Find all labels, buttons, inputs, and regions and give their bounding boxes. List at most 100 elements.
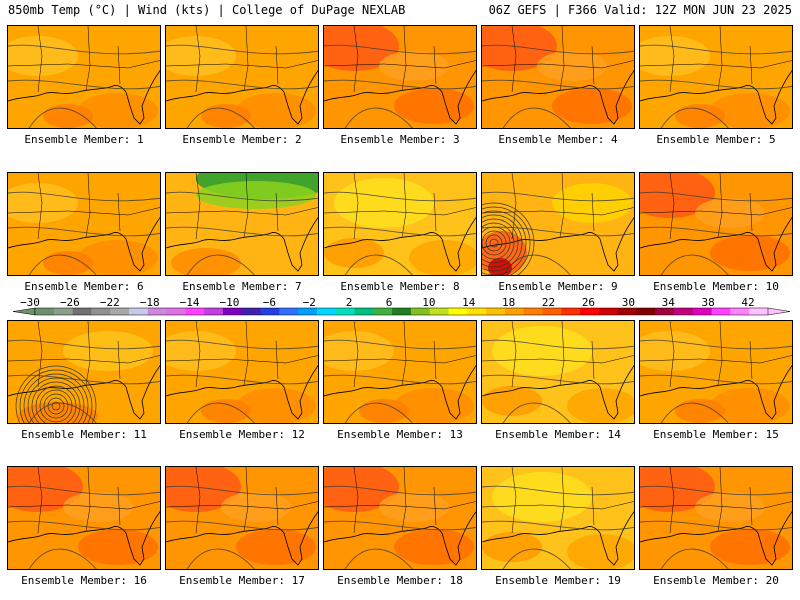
- map-2: [166, 26, 318, 128]
- colorbar-swatch: [279, 308, 299, 315]
- height-contours: [482, 339, 634, 423]
- colorbar-swatch: [655, 308, 675, 315]
- height-contours: [8, 44, 160, 128]
- ensemble-member-label: Ensemble Member: 13: [337, 428, 463, 441]
- colorbar-swatch: [749, 308, 769, 315]
- ensemble-member-label: Ensemble Member: 16: [21, 574, 147, 587]
- temperature-region: [492, 472, 592, 522]
- gulf-coastline: [482, 217, 634, 272]
- colorbar-tick-label: 2: [346, 296, 353, 309]
- map-16: [8, 467, 160, 569]
- cyclone-contour: [482, 222, 515, 264]
- colorbar-swatch: [392, 308, 412, 315]
- height-contours: [640, 339, 792, 423]
- colorbar-swatch: [561, 308, 581, 315]
- gulf-coastline: [166, 70, 318, 125]
- map-9: [482, 173, 634, 275]
- ensemble-map-2: [165, 25, 319, 129]
- ensemble-member-label: Ensemble Member: 5: [656, 133, 776, 146]
- cyclone-contour: [15, 365, 97, 423]
- map-19: [482, 467, 634, 569]
- temperature-region: [196, 181, 316, 209]
- gulf-coastline: [482, 511, 634, 566]
- colorbar-swatch: [260, 308, 280, 315]
- gulf-coastline: [8, 511, 160, 566]
- height-contours: [640, 44, 792, 128]
- ensemble-map-16: [7, 466, 161, 570]
- colorbar-tick-label: 14: [462, 296, 476, 309]
- cyclone-contour: [31, 381, 81, 423]
- height-contours: [640, 191, 792, 275]
- height-contours: [166, 485, 318, 569]
- gulf-coastline: [324, 511, 476, 566]
- temperature-region: [8, 467, 83, 512]
- colorbar-tick-label: −10: [220, 296, 240, 309]
- height-contours: [324, 191, 476, 275]
- state-boundaries: [482, 321, 634, 388]
- ensemble-map-5: [639, 25, 793, 129]
- colorbar-tick-label: −30: [20, 296, 40, 309]
- height-contours: [324, 485, 476, 569]
- map-13: [324, 321, 476, 423]
- gulf-coastline: [640, 511, 792, 566]
- ensemble-map-14: [481, 320, 635, 424]
- temperature-region: [567, 388, 634, 423]
- cyclone-contour: [23, 373, 89, 423]
- temperature-region: [324, 26, 399, 71]
- cyclone-contour: [482, 226, 511, 260]
- temperature-region: [394, 88, 474, 124]
- colorbar-tick-label: 26: [582, 296, 595, 309]
- height-contours: [640, 485, 792, 569]
- colorbar-swatch: [636, 308, 656, 315]
- colorbar-swatch: [617, 308, 637, 315]
- temperature-region: [334, 178, 434, 228]
- temperature-region: [492, 326, 592, 376]
- state-boundaries: [482, 467, 634, 534]
- colorbar-swatch: [204, 308, 224, 315]
- map-18: [324, 467, 476, 569]
- ensemble-member-label: Ensemble Member: 10: [653, 280, 779, 293]
- state-boundaries: [640, 173, 792, 240]
- colorbar-tick-label: −6: [263, 296, 276, 309]
- colorbar-swatch: [335, 308, 356, 315]
- colorbar-tick-label: 30: [622, 296, 635, 309]
- gulf-coastline: [482, 70, 634, 125]
- ensemble-map-12: [165, 320, 319, 424]
- state-boundaries: [640, 321, 792, 388]
- colorbar-swatch: [72, 308, 92, 315]
- map-11: [8, 321, 160, 423]
- temperature-region: [640, 36, 710, 76]
- colorbar-swatch: [316, 308, 337, 315]
- colorbar-tick-label: −26: [60, 296, 80, 309]
- colorbar-swatch: [523, 308, 543, 315]
- ensemble-map-18: [323, 466, 477, 570]
- map-10: [640, 173, 792, 275]
- gulf-coastline: [8, 217, 160, 272]
- gulf-coastline: [166, 511, 318, 566]
- ensemble-member-label: Ensemble Member: 20: [653, 574, 779, 587]
- map-4: [482, 26, 634, 128]
- colorbar-swatch: [504, 308, 525, 315]
- colorbar-swatch: [222, 308, 243, 315]
- colorbar-tick-label: −14: [180, 296, 200, 309]
- colorbar-tick-label: −18: [140, 296, 160, 309]
- ensemble-member-label: Ensemble Member: 8: [340, 280, 460, 293]
- temperature-colorbar: −30 −26 −22 −18 −14 −10 −6 −2 2 6 10 14 18 22 26 30 34 38…: [12, 296, 791, 316]
- height-contours: [8, 191, 160, 275]
- height-contours: [166, 191, 318, 275]
- state-boundaries: [640, 467, 792, 534]
- ensemble-map-15: [639, 320, 793, 424]
- cyclone-contour: [482, 230, 507, 256]
- temperature-region: [552, 183, 632, 223]
- cyclone-contour: [489, 238, 499, 248]
- temperature-region: [482, 386, 542, 416]
- temperature-region: [324, 467, 399, 512]
- temperature-region: [710, 93, 790, 128]
- ensemble-member-label: Ensemble Member: 12: [179, 428, 305, 441]
- map-20: [640, 467, 792, 569]
- cyclone-contour: [47, 397, 65, 415]
- temperature-region: [63, 331, 153, 371]
- temperature-region: [359, 399, 409, 423]
- temperature-region: [710, 529, 790, 565]
- temperature-region: [675, 104, 725, 128]
